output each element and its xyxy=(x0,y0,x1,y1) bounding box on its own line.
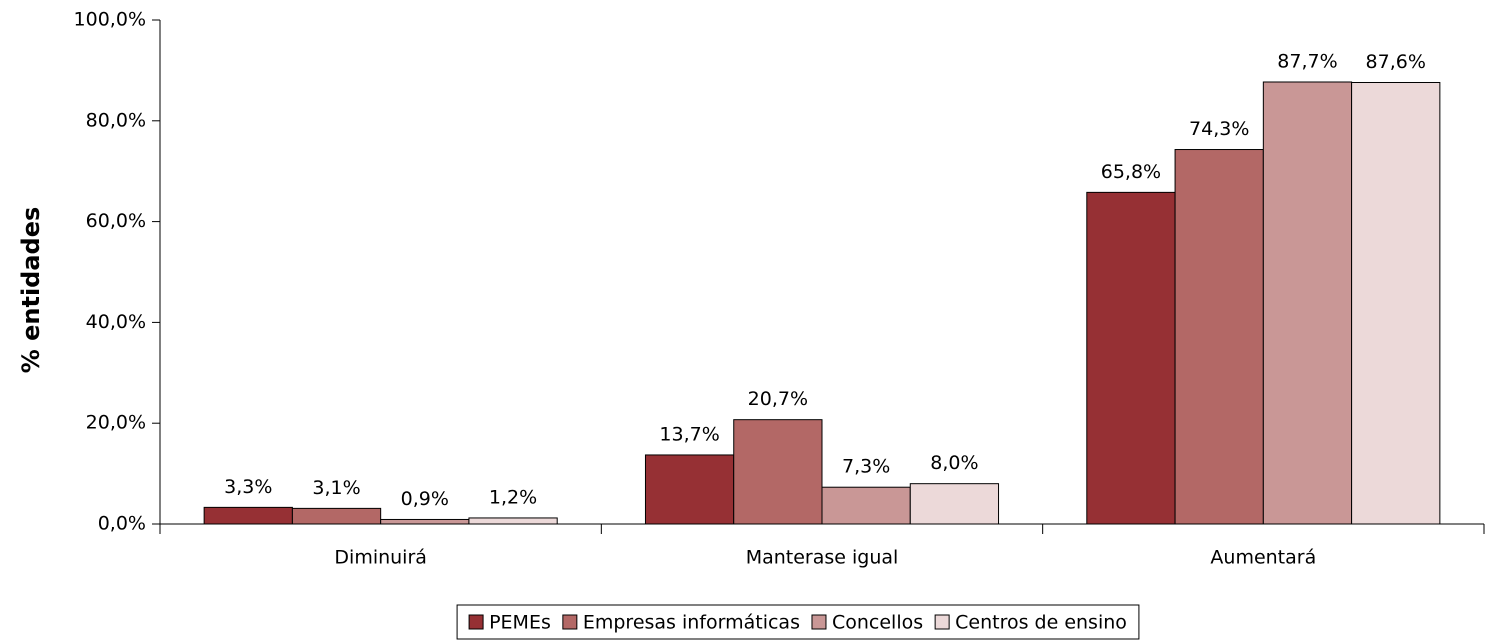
legend-swatch xyxy=(934,614,950,630)
data-label: 8,0% xyxy=(930,452,978,474)
data-label: 87,7% xyxy=(1277,50,1337,72)
x-tick-label: Aumentará xyxy=(1210,547,1316,569)
data-label: 3,1% xyxy=(312,477,360,499)
data-label: 13,7% xyxy=(659,423,719,445)
data-label: 3,3% xyxy=(224,476,272,498)
data-label: 1,2% xyxy=(489,486,537,508)
y-tick-label: 0,0% xyxy=(98,513,146,535)
legend-label: Centros de ensino xyxy=(955,612,1127,634)
bar xyxy=(1351,81,1441,525)
data-label: 20,7% xyxy=(748,388,808,410)
x-tick-label: Diminuirá xyxy=(334,547,427,569)
legend-swatch xyxy=(562,614,578,630)
data-label: 65,8% xyxy=(1101,161,1161,183)
bar xyxy=(733,419,823,525)
data-label: 74,3% xyxy=(1189,118,1249,140)
bar xyxy=(291,507,382,525)
y-tick-label: 60,0% xyxy=(86,210,146,232)
y-tick-label: 80,0% xyxy=(86,109,146,131)
bar xyxy=(1086,191,1176,525)
legend-swatch xyxy=(468,614,484,630)
bar xyxy=(909,483,1000,525)
bar xyxy=(644,454,735,525)
y-axis-label: % entidades xyxy=(17,207,45,374)
y-tick-label: 100,0% xyxy=(74,9,146,31)
bar xyxy=(1174,149,1264,525)
data-label: 87,6% xyxy=(1366,51,1426,73)
legend-label: PEMEs xyxy=(489,612,551,634)
bar xyxy=(821,486,911,525)
bar xyxy=(468,517,558,525)
x-tick-label: Manterase igual xyxy=(746,547,899,569)
legend: PEMEs Empresas informáticas Concellos Centr… xyxy=(456,604,1140,640)
data-label: 0,9% xyxy=(401,488,449,510)
bar xyxy=(380,518,470,525)
legend-label: Concellos xyxy=(832,612,923,634)
legend-swatch xyxy=(811,614,827,630)
bar xyxy=(203,506,293,525)
y-tick-label: 40,0% xyxy=(86,311,146,333)
data-label: 7,3% xyxy=(842,456,890,478)
y-tick-label: 20,0% xyxy=(86,412,146,434)
bar xyxy=(1262,81,1353,525)
legend-label: Empresas informáticas xyxy=(583,612,800,634)
